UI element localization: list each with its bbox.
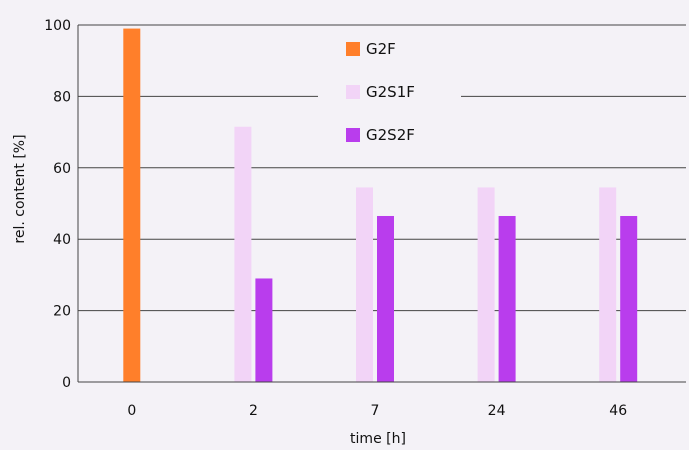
x-tick-label: 24	[488, 403, 506, 419]
bar-g2s1f-24	[477, 187, 495, 382]
x-tick-label: 46	[609, 403, 627, 419]
y-axis-title: rel. content [%]	[12, 134, 28, 243]
y-tick-label: 0	[62, 375, 71, 391]
bar-g2s2f-7	[377, 215, 394, 382]
gridlines	[78, 24, 686, 312]
axes	[77, 25, 686, 383]
bar-g2s2f-24	[498, 215, 516, 382]
bar-g2s2f-46	[620, 215, 638, 382]
tick-labels: 0 20 40 60 80 100 0 2 7 24 46	[44, 18, 627, 419]
x-axis-title: time [h]	[350, 431, 406, 447]
y-tick-label: 20	[53, 304, 71, 320]
legend-label: G2S1F	[366, 83, 415, 101]
legend: G2F G2S1F G2S2F	[318, 30, 461, 148]
y-tick-label: 100	[44, 18, 71, 34]
x-tick-label: 7	[371, 403, 380, 419]
y-tick-label: 80	[53, 89, 71, 105]
bar-g2s1f-46	[599, 187, 617, 382]
legend-swatch	[346, 85, 360, 99]
y-tick-label: 60	[53, 161, 71, 177]
bar-g2s2f-2	[255, 278, 273, 382]
legend-background	[318, 30, 461, 148]
x-tick-label: 2	[249, 403, 258, 419]
bar-g2s1f-7	[356, 187, 373, 382]
y-tick-label: 40	[53, 232, 71, 248]
bar-g2f-0	[123, 28, 141, 382]
legend-swatch	[346, 128, 360, 142]
legend-label: G2S2F	[366, 126, 415, 144]
x-tick-label: 0	[127, 403, 136, 419]
legend-label: G2F	[366, 40, 396, 58]
bar-g2s1f-2	[234, 126, 252, 383]
legend-swatch	[346, 42, 360, 56]
bars	[123, 28, 638, 383]
